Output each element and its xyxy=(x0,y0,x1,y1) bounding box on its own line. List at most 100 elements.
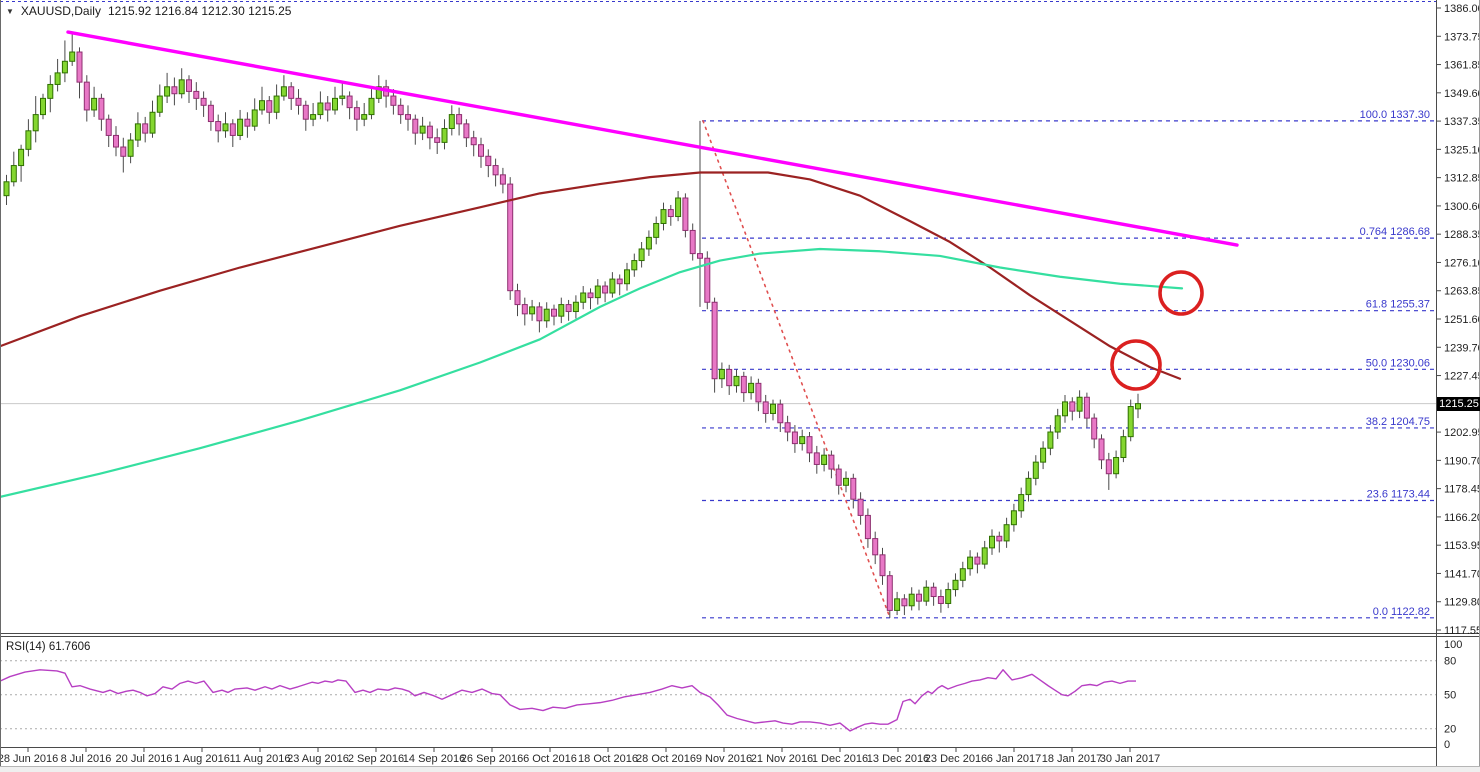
candle-body xyxy=(434,137,441,143)
candle-body xyxy=(332,97,338,111)
candle-body xyxy=(1062,401,1068,417)
candle-body xyxy=(40,97,46,116)
candle-body xyxy=(105,118,112,136)
candle-body xyxy=(733,375,740,387)
candle-body xyxy=(821,454,828,465)
candle-body xyxy=(850,477,857,500)
symbol-timeframe-label: XAUUSD,Daily xyxy=(20,4,101,18)
candle-body xyxy=(499,174,506,185)
candle-body xyxy=(98,97,105,120)
chart-title: ▼ XAUUSD,Daily 1215.92 1216.84 1212.30 1… xyxy=(6,4,291,18)
candle-body xyxy=(748,382,755,394)
candle-body xyxy=(682,197,689,231)
ohlc-quote: 1215.92 1216.84 1212.30 1215.25 xyxy=(107,4,292,18)
fib-level-label: 0.0 1122.82 xyxy=(1373,606,1430,618)
price-tick-label: 1239.70 xyxy=(1444,342,1480,354)
candle-body xyxy=(295,97,302,106)
candle-body xyxy=(886,575,893,611)
candle-body xyxy=(324,102,331,111)
candle-body xyxy=(47,83,54,99)
candle-body xyxy=(405,114,411,120)
candle-body xyxy=(10,165,17,183)
price-tick-label: 1288.35 xyxy=(1444,229,1480,241)
candle-body xyxy=(689,229,696,255)
candle-body xyxy=(770,403,776,414)
candle-body xyxy=(134,123,141,141)
time-tick-label: 1 Dec 2016 xyxy=(812,753,868,765)
candle-body xyxy=(864,514,871,540)
candle-body xyxy=(587,292,594,299)
ma-slow-line xyxy=(0,171,1182,380)
candle-body xyxy=(32,114,39,132)
highlight-circle[interactable] xyxy=(1110,339,1162,391)
descending-trendline[interactable] xyxy=(66,30,1239,247)
candle-body xyxy=(375,86,382,99)
candle-body xyxy=(419,125,426,134)
candle-body xyxy=(1069,401,1076,412)
candle-body xyxy=(697,253,703,259)
price-tick-label: 1373.75 xyxy=(1444,31,1480,43)
candle-body xyxy=(193,90,200,99)
price-tick-label: 1251.60 xyxy=(1444,314,1480,326)
candle-body xyxy=(237,118,244,136)
candle-body xyxy=(266,100,273,113)
candle-body xyxy=(726,368,733,387)
candle-body xyxy=(470,137,477,146)
candle-body xyxy=(558,304,565,317)
candle-body xyxy=(996,535,1003,542)
price-tick-label: 1117.55 xyxy=(1444,625,1480,637)
candle-body xyxy=(149,111,156,134)
candle-body xyxy=(1076,396,1083,412)
fib-anchor-diagonal[interactable] xyxy=(702,120,891,619)
fib-level-label: 0.764 1286.68 xyxy=(1360,226,1430,238)
candle-body xyxy=(952,579,959,591)
candle-body xyxy=(894,598,901,611)
candle-body xyxy=(448,114,455,129)
candle-body xyxy=(76,51,83,83)
candle-body xyxy=(784,422,791,433)
time-tick-label: 28 Jun 2016 xyxy=(0,753,58,765)
candle-body xyxy=(259,100,265,111)
rsi-indicator-label: RSI(14) 61.7606 xyxy=(6,641,91,653)
candle-body xyxy=(1054,415,1061,433)
candle-body xyxy=(660,209,667,224)
candle-body xyxy=(879,554,886,577)
candle-body xyxy=(288,86,295,99)
time-tick-label: 18 Oct 2016 xyxy=(578,753,638,765)
candle-body xyxy=(631,260,638,271)
time-tick-label: 8 Jul 2016 xyxy=(61,753,112,765)
fib-level-label: 38.2 1204.75 xyxy=(1366,416,1430,428)
price-tick-label: 1276.10 xyxy=(1444,257,1480,269)
fib-level-label: 61.8 1255.37 xyxy=(1366,299,1430,311)
candle-body xyxy=(456,114,463,125)
candle-body xyxy=(828,454,835,470)
highlight-circle[interactable] xyxy=(1158,270,1204,316)
price-tick-label: 1166.20 xyxy=(1444,512,1480,524)
candle-body xyxy=(426,125,433,139)
candle-body xyxy=(91,97,98,111)
rsi-line xyxy=(0,669,1136,732)
candle-body xyxy=(273,95,280,113)
price-tick-label: 1202.95 xyxy=(1444,427,1480,439)
time-tick-label: 26 Sep 2016 xyxy=(461,753,523,765)
candle-body xyxy=(3,181,10,197)
candle-body xyxy=(1127,406,1134,438)
time-tick-label: 20 Jul 2016 xyxy=(116,753,173,765)
candle-body xyxy=(529,306,536,315)
candle-body xyxy=(1113,456,1120,475)
candle-body xyxy=(624,269,630,285)
candle-body xyxy=(704,257,711,303)
candle-body xyxy=(777,403,784,424)
candle-body xyxy=(981,547,988,565)
candle-body xyxy=(1040,447,1047,463)
candle-body xyxy=(478,144,484,157)
candle-body xyxy=(602,285,609,294)
candle-body xyxy=(857,498,864,516)
fib-level-label: 100.0 1337.30 xyxy=(1360,109,1430,121)
price-tick-label: 1178.45 xyxy=(1444,484,1480,496)
time-tick-label: 23 Dec 2016 xyxy=(925,753,987,765)
price-tick-label: 1153.95 xyxy=(1444,540,1480,552)
candle-body xyxy=(923,586,930,602)
